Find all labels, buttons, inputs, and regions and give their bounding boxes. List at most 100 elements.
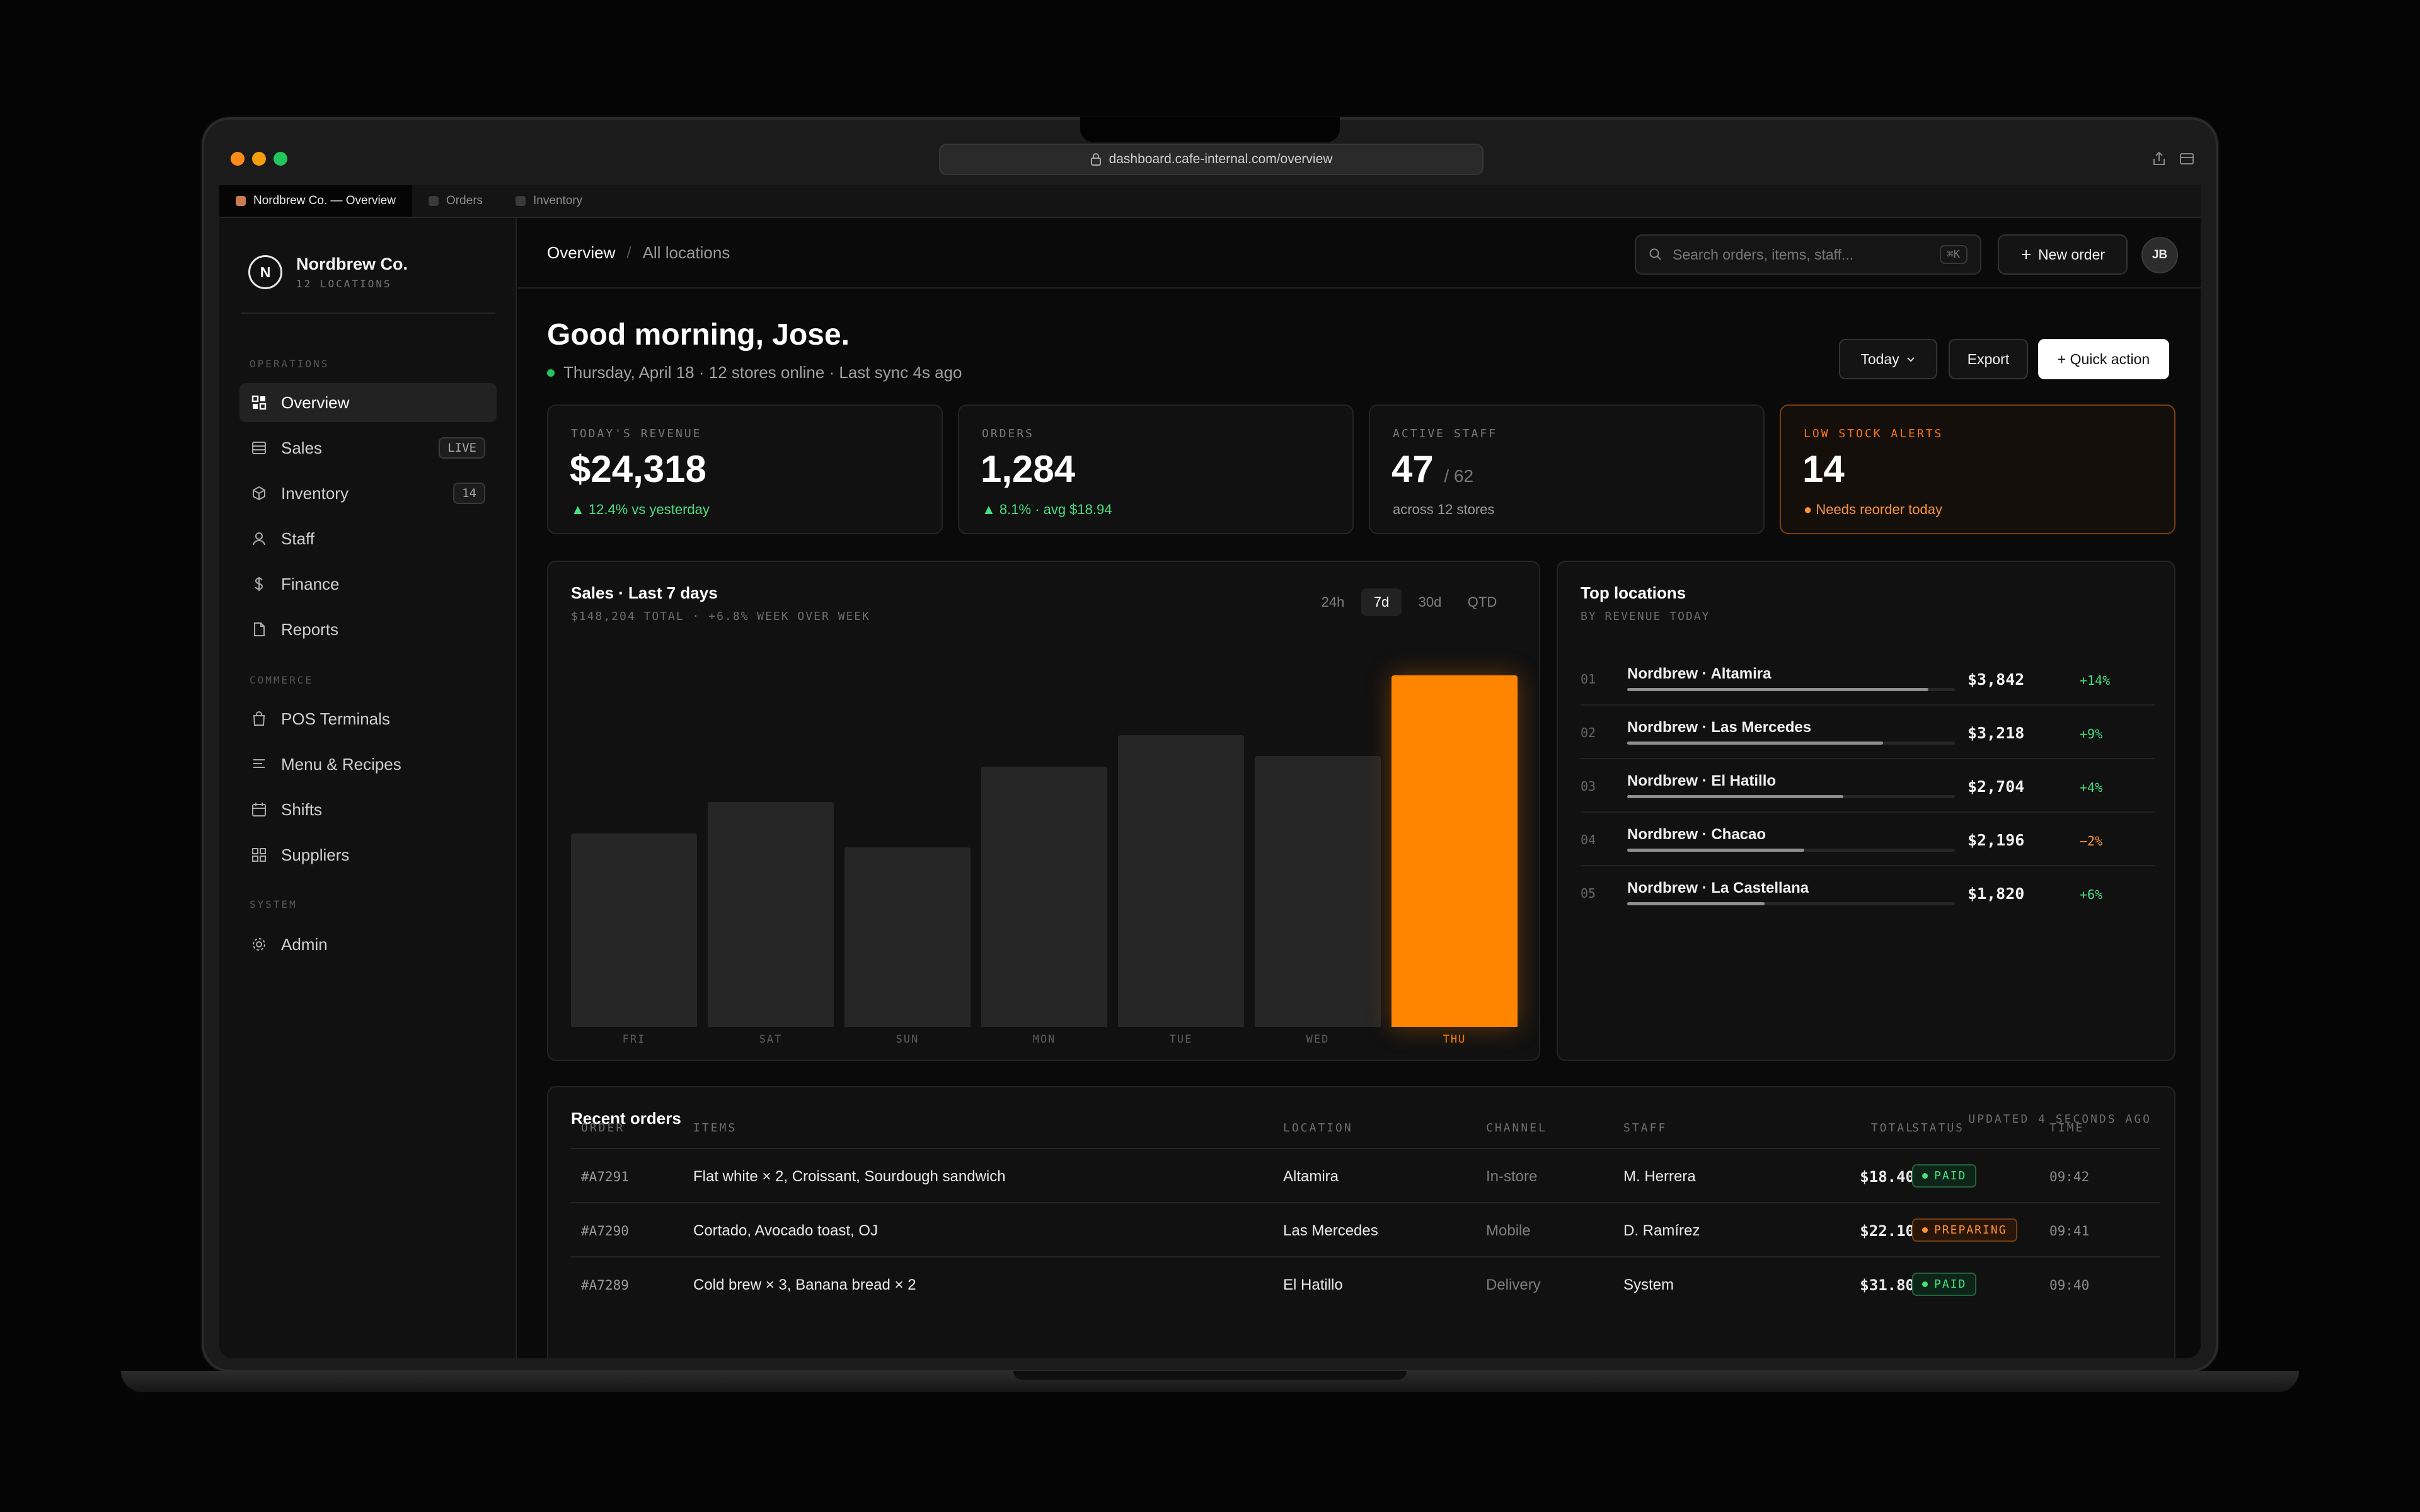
location-row[interactable]: 02 Nordbrew · Las Mercedes $3,218 +9% bbox=[1581, 706, 2155, 759]
quick-action-label: + Quick action bbox=[2057, 350, 2150, 367]
bar-tue[interactable] bbox=[1118, 735, 1244, 1027]
brand[interactable]: N Nordbrew Co. 12 LOCATIONS bbox=[248, 255, 408, 290]
status-dot bbox=[1922, 1227, 1928, 1233]
lines-icon bbox=[253, 759, 265, 768]
sidebar-item-suppliers[interactable]: Suppliers bbox=[239, 835, 497, 874]
export-button[interactable]: Export bbox=[1949, 339, 2028, 379]
plus-icon bbox=[2021, 250, 2031, 259]
stat-label: LOW STOCK ALERTS bbox=[1804, 427, 1944, 440]
range-7d[interactable]: 7d bbox=[1361, 588, 1402, 616]
revenue-share-track bbox=[1627, 742, 1955, 745]
order-id[interactable]: #A7289 bbox=[581, 1278, 629, 1293]
stat-value-number: 47 bbox=[1392, 448, 1434, 490]
top-bar: Overview / All locations Search orders, … bbox=[518, 218, 2201, 289]
stat-card-revenue[interactable]: TODAY'S REVENUE $24,318 ▲ 12.4% vs yeste… bbox=[547, 404, 943, 534]
table-row[interactable]: #A7289 Cold brew × 3, Banana bread × 2 El … bbox=[571, 1256, 2160, 1310]
location-rank: 01 bbox=[1581, 672, 1596, 687]
top-locations-title: Top locations bbox=[1581, 583, 1686, 602]
sidebar-item-pos-terminals[interactable]: POS Terminals bbox=[239, 699, 497, 738]
browser-tab-inventory[interactable]: Inventory bbox=[499, 185, 599, 217]
column-header-items[interactable]: ITEMS bbox=[693, 1121, 737, 1135]
sidebar-item-reports[interactable]: Reports bbox=[239, 610, 497, 649]
table-row[interactable]: #A7291 Flat white × 2, Croissant, Sourdou… bbox=[571, 1148, 2160, 1202]
browser-chrome: dashboard.cafe-internal.com/overview bbox=[204, 120, 2216, 185]
page-subtitle: Thursday, April 18 · 12 stores online · … bbox=[547, 363, 962, 382]
order-id[interactable]: #A7291 bbox=[581, 1169, 629, 1184]
stat-card-low-stock[interactable]: LOW STOCK ALERTS 14 ● Needs reorder toda… bbox=[1780, 404, 2175, 534]
order-time: 09:42 bbox=[2049, 1169, 2090, 1184]
stat-card-orders[interactable]: ORDERS 1,284 ▲ 8.1% · avg $18.94 bbox=[958, 404, 1354, 534]
zoom-window-dot[interactable] bbox=[274, 152, 287, 166]
location-row[interactable]: 04 Nordbrew · Chacao $2,196 −2% bbox=[1581, 813, 2155, 866]
sidebar-item-shifts[interactable]: Shifts bbox=[239, 790, 497, 829]
breadcrumb-separator: / bbox=[626, 243, 631, 262]
location-name: Nordbrew · Chacao bbox=[1627, 826, 1766, 843]
date-range-label: Today bbox=[1860, 350, 1899, 367]
bar-mon[interactable] bbox=[981, 767, 1107, 1027]
stat-label: TODAY'S REVENUE bbox=[571, 427, 702, 440]
new-order-button[interactable]: New order bbox=[1998, 234, 2128, 275]
range-30d[interactable]: 30d bbox=[1418, 594, 1442, 610]
stat-value-number: 14 bbox=[1802, 448, 1845, 490]
minimize-window-dot[interactable] bbox=[252, 152, 266, 166]
bar-sat[interactable] bbox=[708, 802, 834, 1027]
recent-orders-panel: Recent orders UPDATED 4 SECONDS AGO bbox=[547, 1086, 2175, 1358]
bar-fri[interactable] bbox=[571, 833, 697, 1027]
stat-card-staff[interactable]: ACTIVE STAFF 47 / 62 across 12 stores bbox=[1369, 404, 1765, 534]
camera-notch bbox=[1080, 117, 1340, 142]
sidebar-item-finance[interactable]: Finance bbox=[239, 564, 497, 604]
sidebar-item-overview[interactable]: Overview bbox=[239, 383, 497, 422]
location-row[interactable]: 01 Nordbrew · Altamira $3,842 +14% bbox=[1581, 653, 2155, 706]
calendar-icon bbox=[252, 803, 266, 816]
location-row[interactable]: 05 Nordbrew · La Castellana $1,820 +6% bbox=[1581, 867, 2155, 920]
shortcut-hint: ⌘K bbox=[1939, 245, 1968, 264]
column-header-channel[interactable]: CHANNEL bbox=[1486, 1121, 1547, 1135]
x-tick-label: THU bbox=[1443, 1033, 1466, 1046]
bar-sun[interactable] bbox=[844, 847, 971, 1027]
order-channel: Delivery bbox=[1486, 1276, 1541, 1293]
search-input[interactable]: Search orders, items, staff... ⌘K bbox=[1635, 234, 1981, 275]
sidebar-item-menu-recipes[interactable]: Menu & Recipes bbox=[239, 745, 497, 784]
sidebar-toggle-icon[interactable] bbox=[2178, 150, 2196, 168]
location-rank: 05 bbox=[1581, 886, 1596, 901]
column-header-order[interactable]: ORDER bbox=[581, 1121, 625, 1135]
order-id[interactable]: #A7290 bbox=[581, 1223, 629, 1239]
x-tick-label: WED bbox=[1306, 1033, 1330, 1046]
sidebar-item-staff[interactable]: Staff bbox=[239, 519, 497, 558]
brand-subtitle: 12 LOCATIONS bbox=[296, 278, 392, 290]
range-24h[interactable]: 24h bbox=[1321, 594, 1345, 610]
column-header-total[interactable]: TOTAL bbox=[1870, 1121, 1915, 1135]
breadcrumb-scope[interactable]: All locations bbox=[642, 243, 730, 262]
sidebar-item-sales[interactable]: Sales LIVE bbox=[239, 428, 497, 467]
revenue-share-fill bbox=[1627, 795, 1844, 798]
quick-action-button[interactable]: + Quick action bbox=[2038, 339, 2169, 379]
breadcrumb-current[interactable]: Overview bbox=[547, 243, 616, 262]
share-icon[interactable] bbox=[2150, 150, 2168, 168]
favicon-icon bbox=[428, 196, 439, 206]
column-header-location[interactable]: LOCATION bbox=[1283, 1121, 1353, 1135]
avatar[interactable]: JB bbox=[2141, 237, 2178, 273]
revenue-share-fill bbox=[1627, 688, 1929, 691]
sidebar-item-admin[interactable]: Admin bbox=[239, 925, 497, 964]
browser-tab-orders[interactable]: Orders bbox=[412, 185, 499, 217]
chart-title: Sales · Last 7 days bbox=[571, 583, 718, 602]
column-header-time[interactable]: TIME bbox=[2049, 1121, 2085, 1135]
sidebar-item-inventory[interactable]: Inventory 14 bbox=[239, 474, 497, 513]
stat-value: 47 / 62 bbox=[1392, 447, 1473, 491]
address-bar[interactable]: dashboard.cafe-internal.com/overview bbox=[939, 144, 1484, 175]
order-total: $18.40 bbox=[1860, 1168, 1915, 1186]
bar-thu[interactable] bbox=[1392, 675, 1518, 1027]
location-row[interactable]: 03 Nordbrew · El Hatillo $2,704 +4% bbox=[1581, 760, 2155, 813]
column-header-staff[interactable]: STAFF bbox=[1623, 1121, 1668, 1135]
close-window-dot[interactable] bbox=[231, 152, 245, 166]
bar-wed[interactable] bbox=[1255, 756, 1381, 1027]
order-time: 09:41 bbox=[2049, 1223, 2090, 1239]
main-content: Overview / All locations Search orders, … bbox=[518, 218, 2201, 1358]
range-qtd[interactable]: QTD bbox=[1467, 594, 1497, 610]
table-row[interactable]: #A7290 Cortado, Avocado toast, OJ Las Merc… bbox=[571, 1202, 2160, 1256]
browser-tab-overview[interactable]: Nordbrew Co. — Overview bbox=[219, 185, 412, 217]
date-range-dropdown[interactable]: Today bbox=[1839, 339, 1937, 379]
column-header-status[interactable]: STATUS bbox=[1912, 1121, 1965, 1135]
status-dot bbox=[1922, 1281, 1928, 1287]
sidebar: N Nordbrew Co. 12 LOCATIONS OPERATIONS O… bbox=[219, 218, 517, 1358]
